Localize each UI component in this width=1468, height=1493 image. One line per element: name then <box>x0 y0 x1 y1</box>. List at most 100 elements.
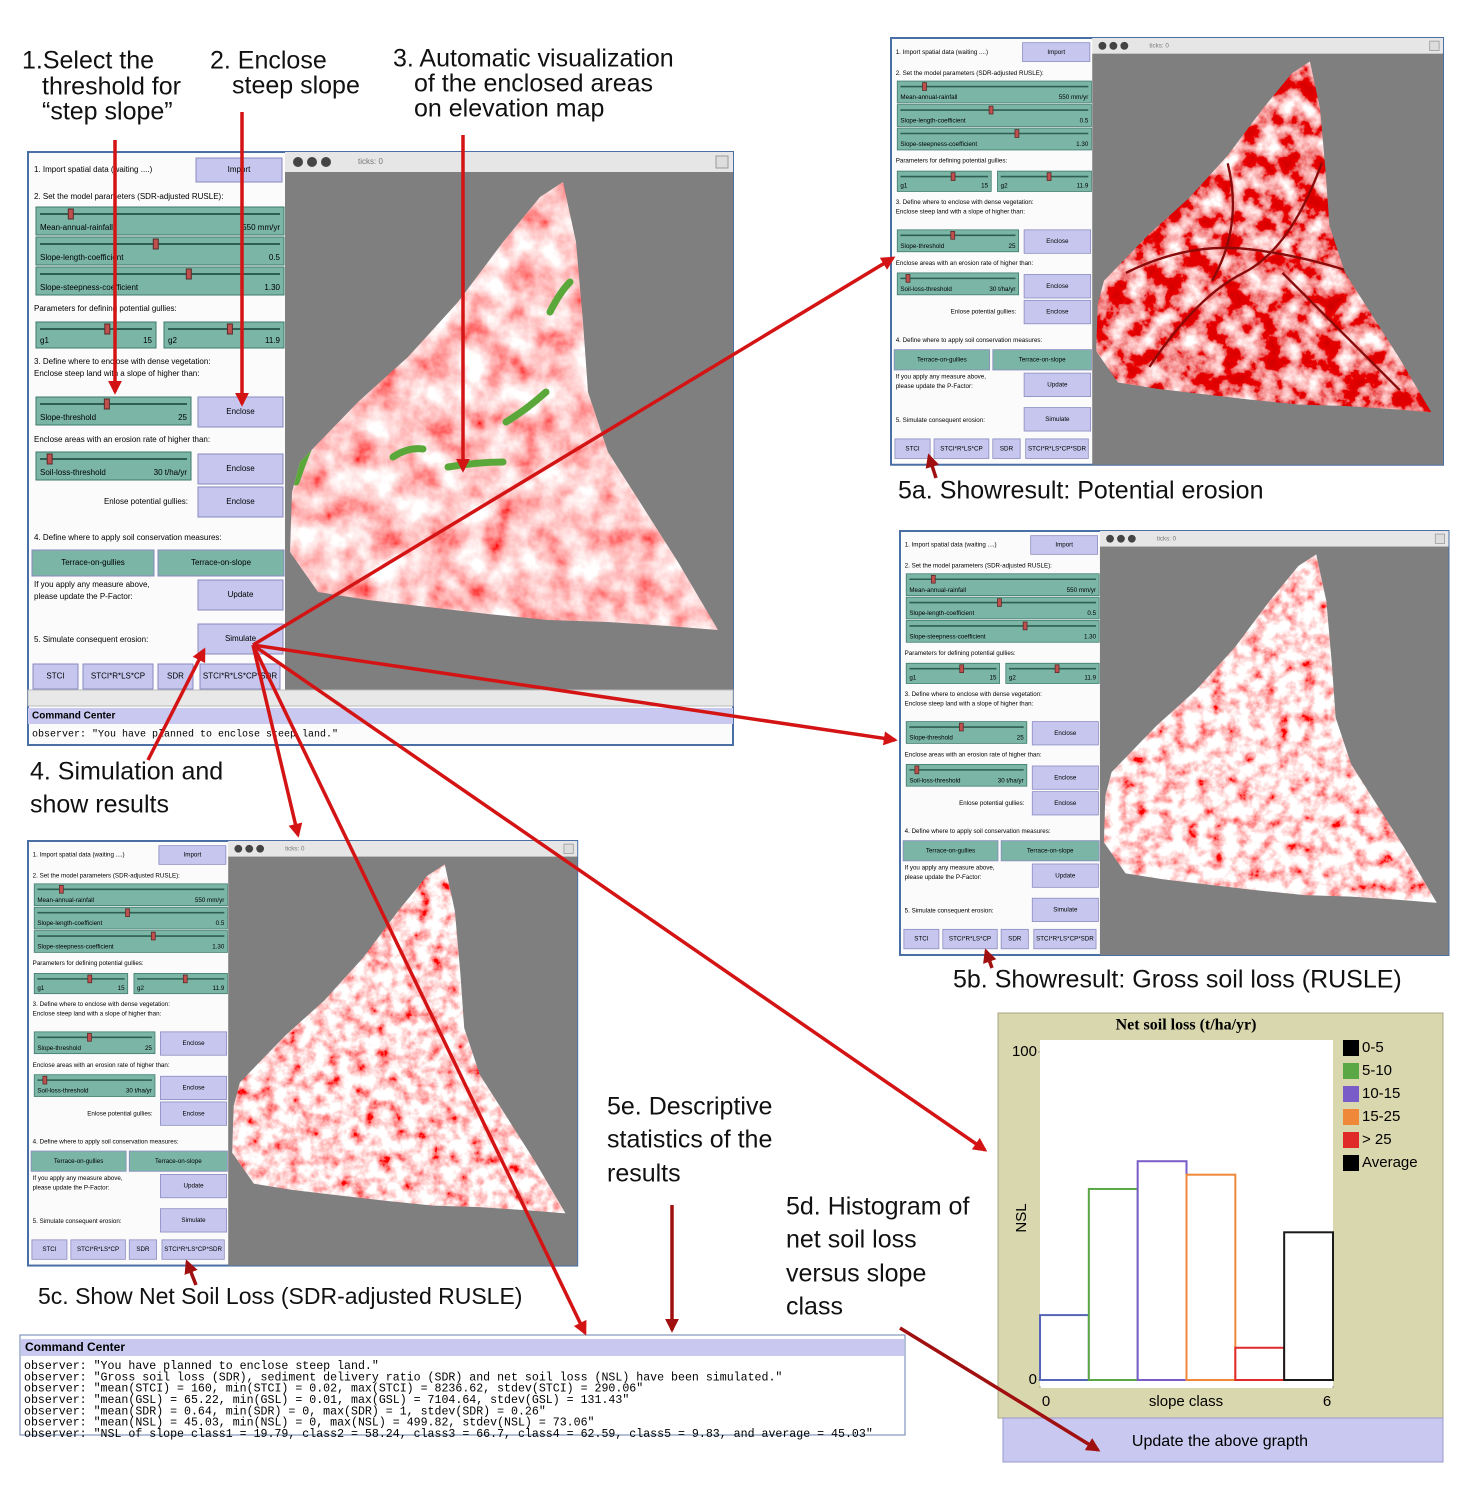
button-label[interactable]: Enclose <box>182 1110 205 1117</box>
button-label[interactable]: Simulate <box>181 1217 206 1224</box>
slider-handle[interactable] <box>67 208 74 220</box>
slider-handle[interactable] <box>182 974 188 984</box>
button-label[interactable]: SDR <box>1000 445 1014 452</box>
button-label[interactable]: Simulate <box>225 634 257 643</box>
slider-handle[interactable] <box>959 722 964 732</box>
button-label[interactable]: Terrace-on-slope <box>191 558 252 567</box>
button[interactable] <box>195 157 283 183</box>
button[interactable] <box>1022 42 1091 62</box>
slider-handle[interactable] <box>997 598 1002 607</box>
button-label[interactable]: Update <box>1055 872 1076 879</box>
button[interactable] <box>933 438 990 459</box>
slider-handle[interactable] <box>922 82 927 91</box>
slider-handle[interactable] <box>1046 172 1052 181</box>
button-label[interactable]: Update <box>228 590 254 599</box>
button-label[interactable]: Terrace-on-slope <box>1027 847 1074 854</box>
button-label[interactable]: Simulate <box>1045 416 1070 423</box>
slider-handle[interactable] <box>1022 621 1028 631</box>
slider[interactable] <box>35 451 192 481</box>
button-label[interactable]: Import <box>1047 49 1065 56</box>
button-label[interactable]: Enclose <box>1054 730 1077 737</box>
button[interactable] <box>70 1239 126 1260</box>
button[interactable] <box>197 579 284 611</box>
slider[interactable] <box>163 321 285 349</box>
button[interactable] <box>1031 897 1099 922</box>
button-label[interactable]: Enclose <box>226 497 255 506</box>
slider-handle[interactable] <box>87 974 93 984</box>
button[interactable] <box>992 438 1021 459</box>
button-label[interactable]: Terrace-on-slope <box>1019 356 1066 363</box>
button[interactable] <box>160 1174 228 1199</box>
button-label[interactable]: STCI*R*LS*CP*SDR <box>1028 445 1086 452</box>
button-label[interactable]: Enclose <box>1046 238 1069 245</box>
view-close[interactable] <box>1429 40 1440 51</box>
button[interactable] <box>161 1239 225 1260</box>
button[interactable] <box>1023 274 1092 299</box>
button-label[interactable]: STCI*R*LS*CP*SDR <box>164 1246 222 1253</box>
slider-handle[interactable] <box>104 323 111 335</box>
button[interactable] <box>1000 928 1029 950</box>
button-label[interactable]: Simulate <box>1053 907 1078 914</box>
button[interactable] <box>942 928 998 950</box>
button[interactable] <box>1030 535 1099 555</box>
slider-handle[interactable] <box>125 908 130 917</box>
slider-handle[interactable] <box>930 574 936 584</box>
button-label[interactable]: Enclose <box>226 464 255 473</box>
button-label[interactable]: Enclose <box>182 1085 205 1092</box>
button[interactable] <box>1023 372 1092 398</box>
button[interactable] <box>1031 721 1099 746</box>
button[interactable] <box>992 349 1092 371</box>
slider[interactable] <box>896 170 992 192</box>
button[interactable] <box>893 349 991 371</box>
button[interactable] <box>1025 438 1089 459</box>
button[interactable] <box>128 1239 157 1260</box>
button[interactable] <box>1031 791 1099 816</box>
button-label[interactable]: SDR <box>136 1246 150 1253</box>
button-label[interactable]: SDR <box>167 672 184 681</box>
button[interactable] <box>903 928 940 950</box>
button[interactable] <box>1031 863 1099 888</box>
button[interactable] <box>1023 299 1092 325</box>
button-label[interactable]: Terrace-on-gullies <box>61 558 125 567</box>
button[interactable] <box>160 1208 228 1233</box>
button[interactable] <box>31 1239 68 1260</box>
button-label[interactable]: Terrace-on-gullies <box>926 847 975 854</box>
slider-handle[interactable] <box>152 238 159 250</box>
slider-handle[interactable] <box>914 765 920 775</box>
button-label[interactable]: Import <box>1055 542 1073 549</box>
button-label[interactable]: STCI <box>46 672 64 681</box>
button-label[interactable]: STCI*R*LS*CP <box>91 672 145 681</box>
slider-handle[interactable] <box>150 931 156 941</box>
view-close[interactable] <box>563 843 574 854</box>
update-button-label[interactable]: Update the above grapth <box>1132 1433 1308 1450</box>
button-label[interactable]: Terrace-on-gullies <box>917 356 967 363</box>
button[interactable] <box>197 453 284 485</box>
button-label[interactable]: Enclose <box>1054 774 1077 781</box>
button[interactable] <box>160 1101 228 1126</box>
button-label[interactable]: STCI*R*LS*CP*SDR <box>1036 936 1094 943</box>
button-label[interactable]: Update <box>184 1183 205 1190</box>
button[interactable] <box>1023 229 1092 254</box>
slider-handle[interactable] <box>46 453 53 465</box>
button[interactable] <box>1031 765 1099 790</box>
slider[interactable] <box>905 662 1000 684</box>
slider-handle[interactable] <box>226 323 233 335</box>
button[interactable] <box>160 1031 228 1056</box>
button-label[interactable]: SDR <box>1008 936 1022 943</box>
button[interactable] <box>31 549 155 577</box>
button-label[interactable]: Enclose <box>226 407 255 416</box>
button-label[interactable]: Import <box>228 165 251 174</box>
button-label[interactable]: Terrace-on-gullies <box>54 1158 103 1165</box>
button[interactable] <box>158 845 227 865</box>
button-label[interactable]: STCI*R*LS*CP <box>940 445 982 452</box>
button[interactable] <box>1033 928 1097 950</box>
button-label[interactable]: STCI <box>905 445 920 452</box>
slider-handle[interactable] <box>988 105 994 115</box>
button-label[interactable]: Terrace-on-slope <box>155 1158 202 1165</box>
button-label[interactable]: STCI <box>42 1246 56 1253</box>
button[interactable] <box>160 1075 228 1101</box>
button-label[interactable]: STCI <box>914 936 928 943</box>
slider-handle[interactable] <box>950 172 956 181</box>
view-close[interactable] <box>1434 533 1445 544</box>
update-button[interactable] <box>1002 1417 1444 1463</box>
